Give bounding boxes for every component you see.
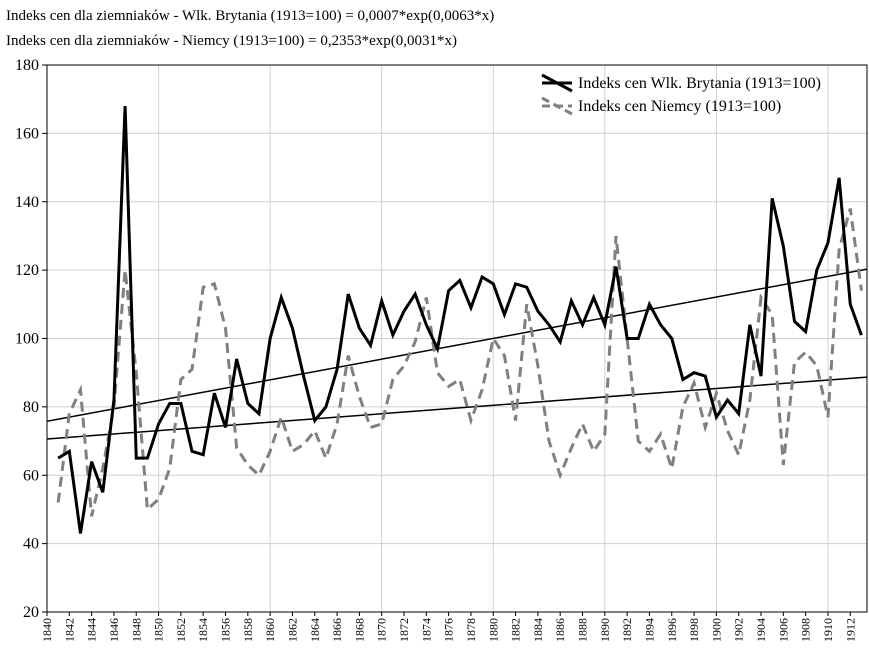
x-tick-label: 1898	[687, 618, 701, 642]
x-tick-label: 1888	[576, 618, 590, 642]
x-tick-label: 1840	[40, 618, 54, 642]
y-tick-label: 60	[23, 467, 39, 484]
x-tick-label: 1842	[62, 618, 76, 642]
x-tick-label: 1906	[776, 618, 790, 642]
y-tick-label: 140	[15, 194, 39, 211]
x-tick-label: 1860	[263, 618, 277, 642]
data-line	[56, 208, 863, 517]
y-tick-label: 40	[23, 536, 39, 553]
x-tick-label: 1858	[241, 618, 255, 642]
x-tick-label: 1894	[642, 618, 656, 642]
data-line	[57, 105, 863, 534]
x-tick-label: 1912	[843, 618, 857, 642]
y-tick-label: 160	[15, 125, 39, 142]
x-tick-label: 1878	[464, 618, 478, 642]
x-tick-label: 1896	[665, 618, 679, 642]
x-tick-label: 1908	[799, 618, 813, 642]
x-tick-label: 1884	[531, 618, 545, 642]
y-tick-label: 20	[23, 604, 39, 621]
x-tick-label: 1904	[754, 618, 768, 642]
x-tick-label: 1862	[285, 618, 299, 642]
x-tick-label: 1846	[107, 618, 121, 642]
x-tick-label: 1886	[553, 618, 567, 642]
x-tick-label: 1910	[821, 618, 835, 642]
x-tick-label: 1874	[419, 618, 433, 642]
chart-subtitle: Indeks cen dla ziemniaków - Niemcy (1913…	[6, 33, 457, 49]
x-tick-label: 1876	[442, 618, 456, 642]
x-tick-label: 1902	[732, 618, 746, 642]
x-tick-label: 1866	[330, 618, 344, 642]
x-tick-label: 1870	[375, 618, 389, 642]
x-tick-label: 1844	[85, 618, 99, 642]
y-tick-label: 120	[15, 262, 39, 279]
x-tick-label: 1880	[486, 618, 500, 642]
x-tick-label: 1848	[129, 618, 143, 642]
y-tick-label: 180	[15, 57, 39, 74]
x-tick-label: 1892	[620, 618, 634, 642]
y-tick-label: 100	[15, 331, 39, 348]
x-tick-label: 1850	[152, 618, 166, 642]
legend-label: Indeks cen Niemcy (1913=100)	[578, 98, 781, 115]
x-tick-label: 1864	[308, 618, 322, 642]
x-tick-label: 1868	[352, 618, 366, 642]
x-tick-label: 1872	[397, 618, 411, 642]
x-tick-label: 1854	[196, 618, 210, 642]
x-tick-label: 1882	[509, 618, 523, 642]
plot-frame	[46, 64, 868, 613]
y-tick-label: 80	[23, 399, 39, 416]
x-tick-label: 1900	[709, 618, 723, 642]
x-tick-label: 1856	[219, 618, 233, 642]
chart-title: Indeks cen dla ziemniaków - Wlk. Brytani…	[6, 8, 494, 24]
trend-line	[46, 376, 868, 440]
x-tick-label: 1890	[598, 618, 612, 642]
x-tick-label: 1852	[174, 618, 188, 642]
trend-line	[46, 268, 868, 422]
legend-label: Indeks cen Wlk. Brytania (1913=100)	[578, 75, 821, 92]
